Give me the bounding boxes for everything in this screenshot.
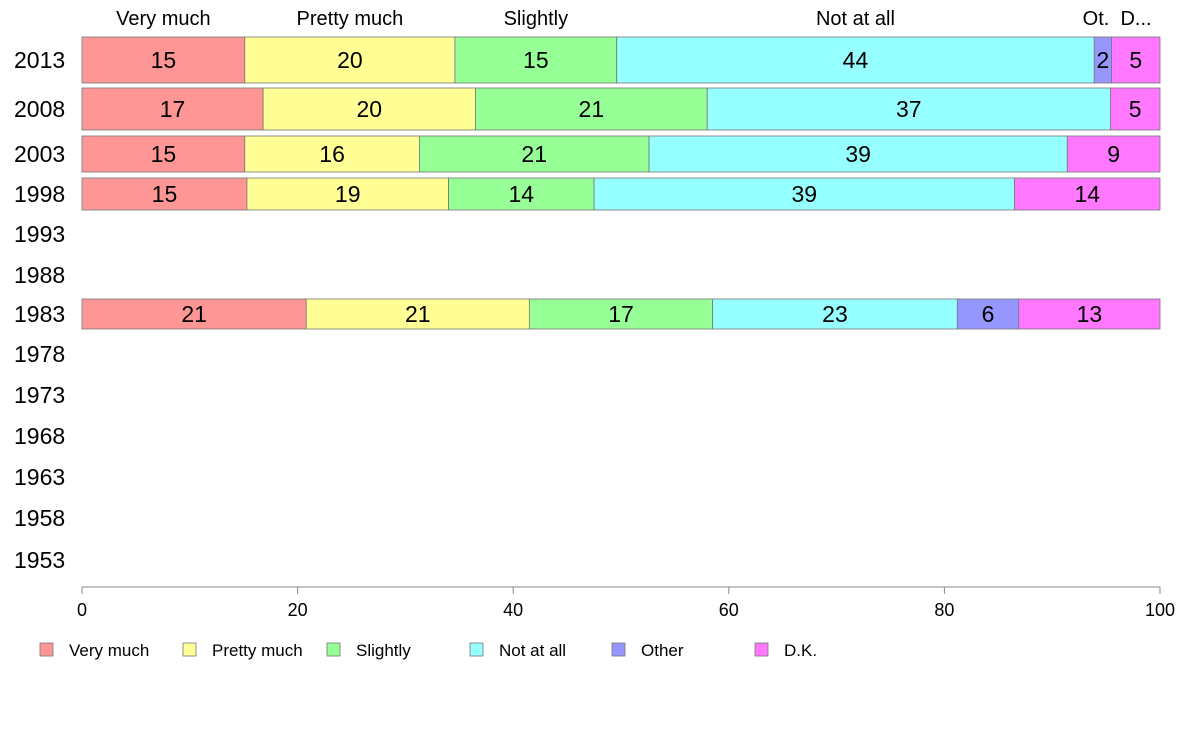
year-label: 1998 bbox=[14, 181, 65, 207]
year-label: 1978 bbox=[14, 341, 65, 367]
legend-swatch bbox=[611, 642, 626, 657]
data-label: 23 bbox=[822, 301, 848, 327]
bar-segment bbox=[1018, 298, 1161, 330]
bar-segment bbox=[706, 87, 1111, 131]
x-tick-label: 20 bbox=[288, 600, 308, 620]
bar-segment bbox=[81, 177, 248, 211]
bar-segment bbox=[454, 36, 618, 84]
data-label: 15 bbox=[523, 47, 549, 73]
data-label: 15 bbox=[151, 47, 177, 73]
year-label: 1968 bbox=[14, 423, 65, 449]
column-header: Ot. bbox=[1083, 8, 1110, 30]
year-label: 1973 bbox=[14, 382, 65, 408]
legend-label: Not at all bbox=[499, 641, 566, 660]
data-label: 20 bbox=[356, 96, 382, 122]
bar-segment bbox=[448, 177, 595, 211]
legend-swatch bbox=[469, 642, 484, 657]
data-label: 16 bbox=[319, 141, 345, 167]
bar-segment bbox=[419, 135, 650, 173]
legend-label: Pretty much bbox=[212, 641, 303, 660]
data-label: 14 bbox=[508, 181, 534, 207]
year-label: 1958 bbox=[14, 505, 65, 531]
legend-swatch bbox=[326, 642, 341, 657]
year-label: 1953 bbox=[14, 547, 65, 573]
year-label: 1963 bbox=[14, 464, 65, 490]
legend-swatch bbox=[754, 642, 769, 657]
year-label: 2003 bbox=[14, 141, 65, 167]
year-labels: 2013 2008 2003 1998 1993 1988 1983 1978 1973 1968… bbox=[14, 47, 65, 573]
bar-segment bbox=[244, 36, 456, 84]
data-label: 17 bbox=[160, 96, 186, 122]
data-label: 39 bbox=[791, 181, 817, 207]
data-label: 44 bbox=[843, 47, 869, 73]
x-axis: 0 20 40 60 80 100 bbox=[77, 586, 1175, 620]
legend-label: Very much bbox=[69, 641, 149, 660]
bars: 15 20 15 44 2 5 17 20 21 37 5 15 16 21 39 9 15 19 14 39 14 21… bbox=[81, 36, 1161, 330]
x-tick-label: 60 bbox=[719, 600, 739, 620]
bar-segment bbox=[1014, 177, 1161, 211]
bar-segment bbox=[244, 135, 420, 173]
data-label: 2 bbox=[1096, 47, 1109, 73]
data-label: 21 bbox=[405, 301, 431, 327]
data-label: 37 bbox=[896, 96, 922, 122]
column-header: D... bbox=[1120, 8, 1151, 30]
x-tick-label: 0 bbox=[77, 600, 87, 620]
legend-swatch bbox=[182, 642, 197, 657]
bar-segment bbox=[475, 87, 708, 131]
data-label: 6 bbox=[982, 301, 995, 327]
data-label: 21 bbox=[579, 96, 605, 122]
bar-segment bbox=[81, 87, 264, 131]
bar-segment bbox=[712, 298, 958, 330]
year-label: 1988 bbox=[14, 262, 65, 288]
column-header: Slightly bbox=[504, 8, 568, 30]
bar-segment bbox=[246, 177, 449, 211]
data-label: 17 bbox=[608, 301, 634, 327]
bar-segment bbox=[616, 36, 1095, 84]
data-label: 5 bbox=[1129, 96, 1142, 122]
x-tick-label: 40 bbox=[503, 600, 523, 620]
bar-segment bbox=[81, 298, 307, 330]
data-label: 13 bbox=[1077, 301, 1103, 327]
data-label: 21 bbox=[181, 301, 207, 327]
data-label: 5 bbox=[1129, 47, 1142, 73]
bar-segment bbox=[593, 177, 1015, 211]
column-header: Very much bbox=[116, 8, 210, 30]
legend-label: D.K. bbox=[784, 641, 817, 660]
data-label: 21 bbox=[521, 141, 547, 167]
bar-segment bbox=[1066, 135, 1161, 173]
legend: Very much Pretty much Slightly Not at all Ot… bbox=[39, 641, 817, 660]
bar-segment bbox=[1110, 87, 1161, 131]
data-label: 15 bbox=[152, 181, 178, 207]
bar-segment bbox=[262, 87, 476, 131]
bar-segment bbox=[648, 135, 1068, 173]
bar-segment bbox=[81, 135, 246, 173]
legend-label: Slightly bbox=[356, 641, 411, 660]
column-header: Pretty much bbox=[297, 8, 404, 30]
year-label: 1983 bbox=[14, 301, 65, 327]
data-label: 14 bbox=[1074, 181, 1100, 207]
legend-label: Other bbox=[641, 641, 684, 660]
year-label: 2008 bbox=[14, 96, 65, 122]
bar-segment bbox=[81, 36, 246, 84]
bar-segment bbox=[528, 298, 714, 330]
x-tick-label: 80 bbox=[934, 600, 954, 620]
data-label: 19 bbox=[335, 181, 361, 207]
year-label: 2013 bbox=[14, 47, 65, 73]
legend-swatch bbox=[39, 642, 54, 657]
year-label: 1993 bbox=[14, 221, 65, 247]
column-header: Not at all bbox=[816, 8, 895, 30]
data-label: 20 bbox=[337, 47, 363, 73]
bar-segment bbox=[1111, 36, 1161, 84]
x-tick-label: 100 bbox=[1145, 600, 1175, 620]
data-label: 9 bbox=[1107, 141, 1120, 167]
data-label: 15 bbox=[151, 141, 177, 167]
column-headers: Very much Pretty much Slightly Not at all Ot… bbox=[116, 8, 1151, 30]
bar-segment bbox=[305, 298, 530, 330]
data-label: 39 bbox=[845, 141, 871, 167]
bar-segment bbox=[956, 298, 1020, 330]
